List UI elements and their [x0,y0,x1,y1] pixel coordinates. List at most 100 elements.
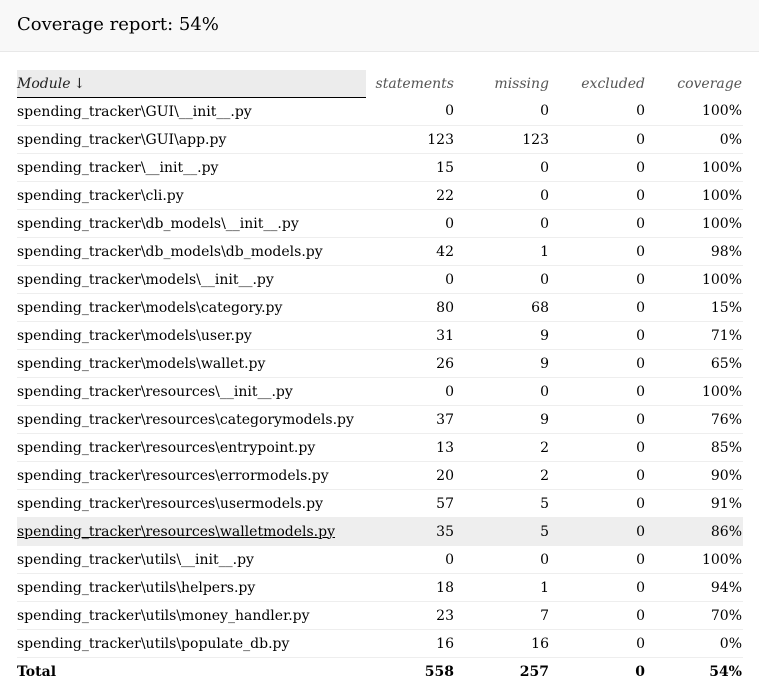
column-header-statements[interactable]: statements [375,75,454,92]
module-cell: spending_tracker\cli.py [17,181,366,210]
missing-cell: 9 [455,349,550,378]
table-row: spending_tracker\models\user.py 31 9 0 71% [17,321,743,350]
module-cell: spending_tracker\utils\helpers.py [17,573,366,602]
total-coverage: 54% [646,657,743,686]
coverage-cell: 100% [701,103,742,120]
excluded-cell: 0 [550,433,646,462]
table-row: spending_tracker\cli.py 22 0 0 100% [17,181,743,210]
excluded-cell: 0 [550,237,646,266]
module-link[interactable]: spending_tracker\resources\usermodels.py [17,495,323,512]
table-row: spending_tracker\resources\errormodels.p… [17,461,743,490]
module-link[interactable]: spending_tracker\utils\helpers.py [17,579,256,596]
module-link[interactable]: spending_tracker\__init__.py [17,159,219,176]
coverage-cell: 100% [646,209,743,238]
coverage-cell: 76% [646,405,743,434]
missing-cell: 0 [455,153,550,182]
module-cell: spending_tracker\resources\categorymodel… [17,405,366,434]
statements-cell: 0 [366,545,455,574]
module-link[interactable]: spending_tracker\resources\errormodels.p… [17,467,329,484]
statements-cell: 18 [366,573,455,602]
table-row: spending_tracker\resources\entrypoint.py… [17,433,743,462]
table-row: spending_tracker\resources\__init__.py 0 0… [17,377,743,406]
missing-cell: 5 [455,517,550,546]
statements-cell: 31 [366,321,455,350]
module-link[interactable]: spending_tracker\utils\populate_db.py [17,635,290,652]
column-header-excluded[interactable]: excluded [581,75,645,92]
total-excluded: 0 [550,657,646,686]
coverage-cell: 98% [646,237,743,266]
table-header-row: Module ↓ statements missing excluded cove… [17,70,743,98]
excluded-cell: 0 [550,265,646,294]
module-link[interactable]: spending_tracker\utils\money_handler.py [17,607,310,624]
excluded-cell: 0 [550,545,646,574]
missing-cell: 68 [455,293,550,322]
module-link[interactable]: spending_tracker\cli.py [17,187,184,204]
coverage-cell: 0% [646,629,743,658]
table-row: spending_tracker\utils\money_handler.py 2… [17,601,743,630]
statements-cell: 0 [366,265,455,294]
module-link[interactable]: spending_tracker\db_models\__init__.py [17,215,299,232]
coverage-table: Module ↓ statements missing excluded cove… [17,70,743,686]
missing-cell: 16 [455,629,550,658]
module-link[interactable]: spending_tracker\resources\categorymodel… [17,411,354,428]
statements-cell: 16 [366,629,455,658]
module-link[interactable]: spending_tracker\models\user.py [17,327,252,344]
excluded-cell: 0 [550,209,646,238]
module-cell: spending_tracker\db_models\__init__.py [17,209,366,238]
table-body: spending_tracker\GUI\__init__.py 0 0 0 100% s… [17,98,743,658]
excluded-cell: 0 [550,321,646,350]
missing-cell: 2 [455,461,550,490]
missing-cell: 1 [455,573,550,602]
module-link[interactable]: spending_tracker\resources\__init__.py [17,383,293,400]
statements-cell: 35 [366,517,455,546]
excluded-cell: 0 [550,153,646,182]
report-header: Coverage report: 54% [0,0,759,52]
table-row: spending_tracker\models\wallet.py 26 9 0 65% [17,349,743,378]
excluded-cell: 0 [550,489,646,518]
coverage-cell: 100% [646,181,743,210]
module-cell: spending_tracker\utils\populate_db.py [17,629,366,658]
coverage-cell: 0% [646,125,743,154]
table-row: spending_tracker\utils\__init__.py 0 0 0 100… [17,545,743,574]
table-row: spending_tracker\models\__init__.py 0 0 0 10… [17,265,743,294]
module-cell: spending_tracker\utils\__init__.py [17,545,366,574]
excluded-cell: 0 [550,601,646,630]
coverage-cell: 70% [646,601,743,630]
statements-cell: 20 [366,461,455,490]
coverage-cell: 90% [646,461,743,490]
module-link[interactable]: spending_tracker\resources\walletmodels.… [17,523,336,540]
sort-descending-icon: ↓ [73,75,86,92]
statements-cell: 22 [366,181,455,210]
module-link[interactable]: spending_tracker\utils\__init__.py [17,551,254,568]
statements-cell: 42 [366,237,455,266]
missing-cell: 7 [455,601,550,630]
module-link[interactable]: spending_tracker\resources\entrypoint.py [17,439,316,456]
coverage-report: Module ↓ statements missing excluded cove… [17,70,743,686]
column-header-module-label: Module [17,75,71,92]
statements-cell: 80 [366,293,455,322]
total-label: Total [17,657,366,686]
statements-cell: 0 [445,103,454,120]
excluded-cell: 0 [550,573,646,602]
column-header-module[interactable]: Module ↓ [17,70,366,98]
column-header-missing[interactable]: missing [494,75,549,92]
module-link[interactable]: spending_tracker\GUI\__init__.py [17,103,252,120]
module-link[interactable]: spending_tracker\models\__init__.py [17,271,274,288]
statements-cell: 0 [366,209,455,238]
coverage-cell: 15% [646,293,743,322]
table-row: spending_tracker\utils\populate_db.py 16 1… [17,629,743,658]
missing-cell: 123 [455,125,550,154]
module-link[interactable]: spending_tracker\GUI\app.py [17,131,227,148]
coverage-cell: 65% [646,349,743,378]
excluded-cell: 0 [550,405,646,434]
module-link[interactable]: spending_tracker\models\category.py [17,299,283,316]
column-header-coverage[interactable]: coverage [677,75,742,92]
table-row: spending_tracker\utils\helpers.py 18 1 0 94% [17,573,743,602]
module-cell: spending_tracker\utils\money_handler.py [17,601,366,630]
module-cell: spending_tracker\GUI\app.py [17,125,366,154]
excluded-cell: 0 [550,181,646,210]
coverage-cell: 94% [646,573,743,602]
page-title: Coverage report: 54% [17,14,219,35]
module-link[interactable]: spending_tracker\models\wallet.py [17,355,266,372]
module-link[interactable]: spending_tracker\db_models\db_models.py [17,243,323,260]
